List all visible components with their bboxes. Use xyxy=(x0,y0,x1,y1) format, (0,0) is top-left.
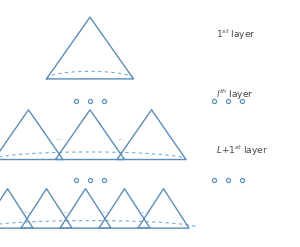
Text: ...: ... xyxy=(62,206,70,215)
Text: ...: ... xyxy=(101,206,109,215)
Text: ...: ... xyxy=(23,206,31,215)
Text: 1$^{st}$ layer: 1$^{st}$ layer xyxy=(216,27,255,42)
Text: $l^{th}$ layer: $l^{th}$ layer xyxy=(216,88,254,102)
Text: ...: ... xyxy=(140,206,148,215)
Text: ...: ... xyxy=(117,133,124,142)
Text: ...: ... xyxy=(56,133,63,142)
Text: $L$+1$^{st}$ layer: $L$+1$^{st}$ layer xyxy=(216,144,268,158)
